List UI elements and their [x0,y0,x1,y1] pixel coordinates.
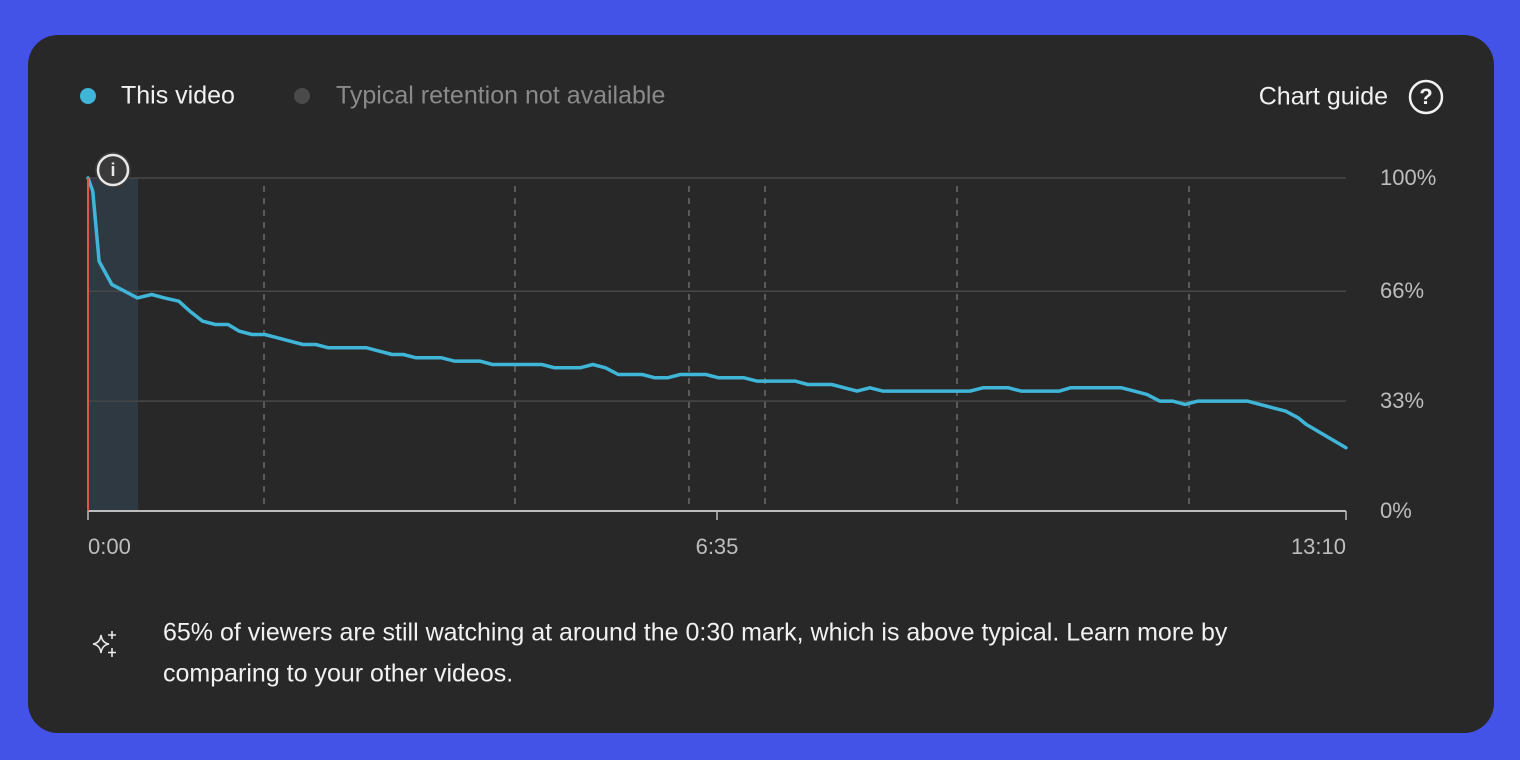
sparkle-icon [92,631,116,657]
info-icon[interactable] [96,153,130,187]
info-icon-glyph[interactable]: i [110,160,115,180]
retention-line [86,176,1348,450]
y-tick-label: 0% [1380,498,1412,523]
y-tick-label: 33% [1380,388,1424,413]
x-tick-label: 13:10 [1291,534,1346,559]
legend-dot [80,88,96,104]
help-icon[interactable] [1408,79,1444,115]
legend-dot-unavailable [294,88,310,104]
info-button[interactable]: i [95,152,131,188]
plot: 0% 33% 66% 100% 0:00 6:35 13:10 [86,165,1436,559]
chapter-markers [263,186,1190,508]
legend-unavailable: Typical retention not available [336,82,665,110]
y-tick-label: 100% [1380,165,1436,190]
x-tick-label: 6:35 [696,534,739,559]
insight-line: comparing to your other videos. [163,660,513,688]
chart-guide-label[interactable]: Chart guide [1259,83,1388,111]
sparkle [108,631,116,657]
info-icon-bg[interactable] [95,152,131,188]
insight-line: 65% of viewers are still watching at aro… [163,619,1228,647]
y-tick-label: 66% [1380,278,1424,303]
sparkle [92,634,110,654]
chart-guide-button[interactable]: Chart guide ? [1259,79,1444,115]
card [28,35,1494,733]
help-icon-glyph[interactable]: ? [1419,84,1432,109]
legend-label: This video [121,82,235,110]
x-tick-label: 0:00 [88,534,131,559]
